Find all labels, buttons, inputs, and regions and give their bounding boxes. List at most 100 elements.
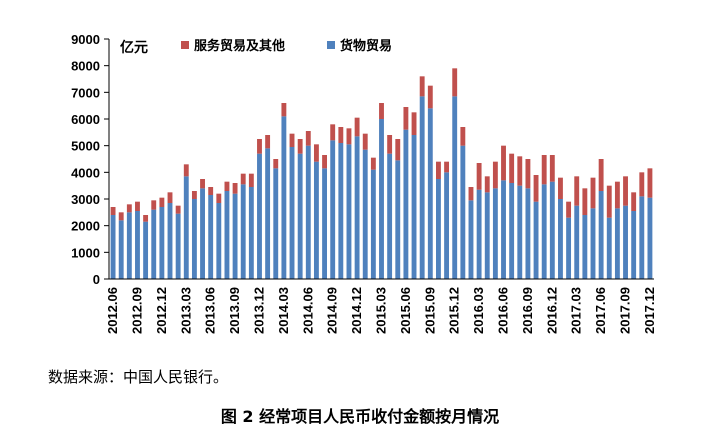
x-tick-label: 2012.06	[105, 287, 120, 334]
bar-services	[135, 201, 140, 211]
bar-goods	[151, 209, 157, 279]
bar-services	[558, 177, 563, 199]
x-tick-label: 2015.03	[374, 287, 389, 334]
bar-services	[167, 192, 173, 203]
bar-goods	[346, 144, 352, 279]
bar-goods	[183, 176, 189, 279]
bar-goods	[403, 129, 409, 279]
x-tick-label: 2016.12	[544, 287, 559, 334]
bar-services	[452, 68, 458, 97]
bar-goods	[647, 197, 653, 279]
y-tick-label: 4000	[71, 165, 100, 180]
bar-services	[623, 176, 628, 206]
bar-goods	[354, 136, 360, 279]
bar-services	[501, 145, 506, 181]
bar-services	[330, 124, 336, 141]
bar-services	[354, 117, 360, 137]
bar-services	[362, 133, 368, 150]
x-tick-label: 2014.12	[349, 287, 364, 334]
bar-services	[265, 135, 271, 149]
bar-goods	[330, 140, 336, 279]
bar-services	[598, 159, 604, 191]
x-tick-label: 2014.09	[325, 287, 340, 334]
y-tick-label: 3000	[71, 192, 100, 207]
bar-services	[273, 159, 279, 169]
bar-goods	[273, 168, 279, 279]
x-tick-label: 2013.12	[251, 287, 266, 334]
bar-goods	[639, 196, 645, 279]
bar-services	[460, 127, 466, 146]
bar-services	[370, 157, 376, 170]
bar-services	[549, 155, 555, 182]
bar-services	[476, 163, 482, 190]
bar-goods	[411, 135, 417, 279]
bar-goods	[631, 211, 637, 279]
bar-services	[541, 155, 547, 185]
bar-services	[248, 173, 254, 187]
bar-goods	[419, 96, 425, 279]
bar-goods	[135, 211, 140, 279]
bar-services	[313, 144, 319, 162]
bar-goods	[167, 203, 173, 279]
bar-goods	[525, 188, 531, 279]
bar-services	[403, 107, 409, 130]
bar-goods	[305, 145, 311, 279]
bar-services	[322, 155, 327, 169]
x-tick-label: 2016.09	[520, 287, 535, 334]
bar-goods	[191, 199, 197, 279]
bar-services	[297, 139, 303, 154]
bar-services	[346, 128, 352, 145]
bar-goods	[110, 215, 116, 279]
bar-goods	[468, 200, 474, 279]
y-tick-label: 2000	[71, 219, 100, 234]
bar-services	[183, 164, 189, 177]
y-unit-label: 亿元	[120, 39, 148, 56]
bar-goods	[484, 192, 490, 279]
bar-services	[574, 176, 580, 206]
bar-services	[566, 201, 572, 218]
y-tick-label: 6000	[71, 112, 100, 127]
x-tick-label: 2017.09	[618, 287, 633, 334]
bar-goods	[623, 205, 628, 279]
bar-services	[436, 161, 441, 179]
bar-services	[492, 161, 498, 189]
bar-services	[151, 200, 157, 210]
y-tick-label: 1000	[71, 245, 100, 260]
legend-swatch-goods	[327, 41, 335, 49]
bar-goods	[289, 147, 295, 279]
bar-services	[224, 181, 230, 191]
x-tick-label: 2014.03	[276, 287, 291, 334]
bar-services	[631, 192, 637, 211]
bar-services	[590, 177, 596, 209]
y-tick-label: 9000	[71, 32, 100, 47]
bar-goods	[379, 119, 384, 279]
x-tick-label: 2016.06	[496, 287, 511, 334]
figure-caption: 图 2 经常项目人民币收付金额按月情况	[220, 407, 500, 426]
bar-goods	[574, 205, 580, 279]
bar-goods	[126, 212, 132, 279]
x-tick-label: 2017.03	[569, 287, 584, 334]
bar-services	[143, 215, 149, 222]
bar-services	[582, 188, 588, 215]
bar-services	[175, 205, 181, 214]
bar-goods	[517, 185, 523, 279]
bar-goods	[240, 184, 246, 279]
bar-services	[191, 191, 197, 199]
legend: 服务贸易及其他 货物贸易	[181, 38, 392, 54]
bar-services	[159, 197, 165, 207]
x-tick-label: 2012.09	[129, 287, 144, 334]
bars	[110, 68, 653, 279]
bar-services	[647, 168, 653, 198]
bar-services	[509, 153, 515, 183]
bar-goods	[232, 193, 238, 279]
bar-services	[468, 187, 474, 201]
bar-services	[427, 85, 433, 109]
x-axis: 2012.06 2012.09 2012.12 2013.03 2013.06 2013.…	[105, 278, 657, 334]
bar-services	[639, 172, 645, 197]
bar-services	[419, 76, 425, 97]
x-tick-label: 2017.12	[642, 287, 657, 334]
bar-goods	[598, 191, 604, 279]
bar-goods	[460, 145, 466, 279]
bar-services	[614, 181, 620, 209]
x-tick-label: 2017.06	[593, 287, 608, 334]
